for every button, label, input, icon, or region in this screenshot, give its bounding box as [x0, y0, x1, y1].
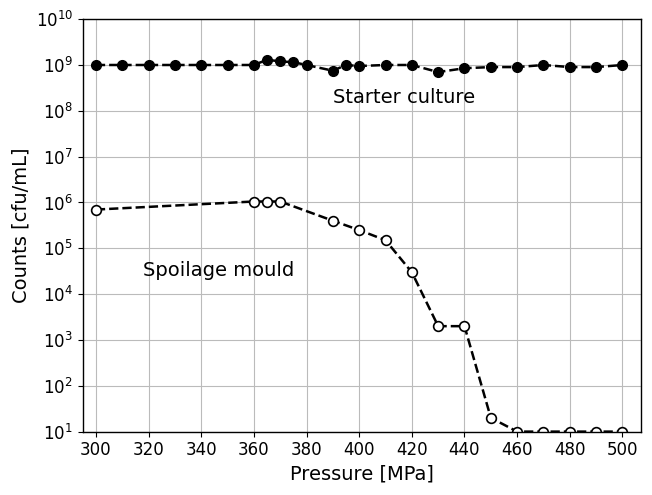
Text: Starter culture: Starter culture — [333, 88, 475, 107]
X-axis label: Pressure [MPa]: Pressure [MPa] — [290, 465, 434, 484]
Y-axis label: Counts [cfu/mL]: Counts [cfu/mL] — [11, 148, 30, 303]
Text: Spoilage mould: Spoilage mould — [143, 261, 295, 280]
